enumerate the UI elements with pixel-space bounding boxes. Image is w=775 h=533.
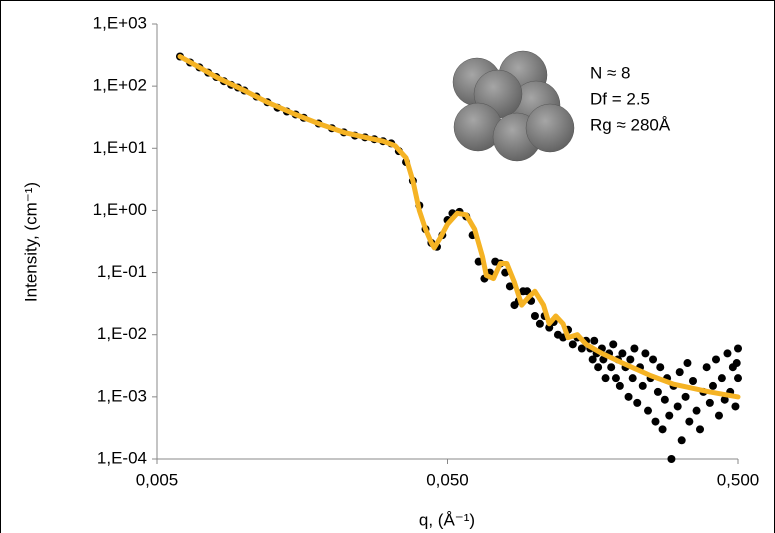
y-tick-label: 1,E+00 (93, 200, 147, 219)
data-point (644, 406, 653, 415)
data-point (665, 411, 674, 420)
cluster-icon (452, 50, 575, 162)
data-point (720, 395, 729, 404)
data-point (590, 336, 599, 345)
annotation: Rg ≈ 280Å (590, 115, 671, 134)
annotation: N ≈ 8 (590, 63, 631, 82)
data-point (723, 349, 732, 358)
data-point (692, 406, 701, 415)
data-point (714, 411, 723, 420)
data-point (689, 376, 698, 385)
data-point (677, 436, 686, 445)
data-point (601, 374, 610, 383)
y-tick-label: 1,E+03 (93, 13, 147, 32)
data-point (638, 381, 647, 390)
data-point (681, 392, 690, 401)
data-point (675, 368, 684, 377)
data-point (651, 417, 660, 426)
fit-line (177, 54, 741, 400)
data-point (626, 355, 635, 364)
data-point (633, 398, 642, 407)
y-tick-label: 1,E+02 (93, 76, 147, 95)
data-point (696, 425, 705, 434)
y-tick-label: 1,E-02 (97, 324, 147, 343)
data-point (609, 340, 618, 349)
x-tick-label: 0,005 (136, 470, 179, 489)
data-point (628, 374, 637, 383)
data-point (624, 392, 633, 401)
data-point (545, 323, 554, 332)
data-point (530, 312, 539, 321)
data-point (630, 344, 639, 353)
data-point (734, 374, 742, 383)
data-point (712, 355, 721, 364)
data-point (705, 398, 714, 407)
data-point (535, 319, 544, 328)
data-point (731, 402, 740, 411)
data-point (594, 363, 603, 372)
data-point (653, 387, 662, 396)
data-point (683, 359, 692, 368)
data-point (505, 282, 514, 291)
data-point (732, 359, 741, 368)
data-point (673, 402, 682, 411)
data-point (660, 395, 669, 404)
data-point (615, 381, 624, 390)
data-point (611, 374, 620, 383)
data-point (568, 340, 577, 349)
y-tick-label: 1,E+01 (93, 138, 147, 157)
x-tick-label: 0,500 (717, 470, 760, 489)
data-point (702, 363, 711, 372)
y-tick-label: 1,E-04 (97, 448, 147, 467)
data-point (641, 349, 650, 358)
annotation: Df = 2.5 (590, 89, 650, 108)
x-tick-label: 0,050 (426, 470, 469, 489)
data-point (685, 417, 694, 426)
data-point (708, 381, 717, 390)
y-axis-label: Intensity, (cm⁻¹) (21, 182, 40, 302)
data-point (588, 355, 597, 364)
data-point (607, 363, 616, 372)
data-point (658, 425, 667, 434)
data-point (717, 374, 726, 383)
x-axis-label: q, (Å⁻¹) (419, 510, 475, 529)
data-point (649, 355, 658, 364)
data-point (577, 344, 586, 353)
data-point (734, 344, 742, 353)
data-point (656, 363, 665, 372)
y-tick-label: 1,E-01 (97, 262, 147, 281)
y-tick-label: 1,E-03 (97, 386, 147, 405)
data-point (618, 349, 627, 358)
data-point (667, 455, 676, 463)
